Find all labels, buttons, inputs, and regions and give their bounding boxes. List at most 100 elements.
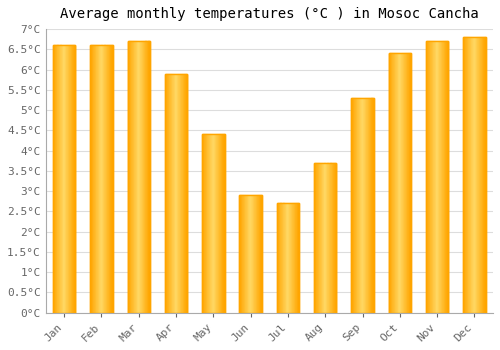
Bar <box>215 134 216 313</box>
Bar <box>436 41 437 313</box>
Bar <box>246 195 247 313</box>
Bar <box>292 203 293 313</box>
Bar <box>290 203 291 313</box>
Bar <box>102 45 103 313</box>
Bar <box>202 134 224 313</box>
Bar <box>366 98 367 313</box>
Bar <box>314 163 336 313</box>
Bar <box>106 45 107 313</box>
Bar <box>59 45 60 313</box>
Bar <box>435 41 436 313</box>
Bar <box>463 37 485 313</box>
Bar <box>130 41 132 313</box>
Bar <box>403 53 404 313</box>
Bar <box>409 53 410 313</box>
Bar <box>146 41 147 313</box>
Bar <box>98 45 100 313</box>
Bar <box>406 53 408 313</box>
Bar <box>53 45 54 313</box>
Bar <box>222 134 223 313</box>
Bar <box>372 98 373 313</box>
Bar <box>217 134 218 313</box>
Bar <box>129 41 130 313</box>
Bar <box>108 45 109 313</box>
Bar <box>463 37 464 313</box>
Bar <box>68 45 70 313</box>
Bar <box>359 98 360 313</box>
Bar <box>64 45 65 313</box>
Bar <box>65 45 66 313</box>
Bar <box>138 41 139 313</box>
Bar <box>185 74 186 313</box>
Bar <box>430 41 431 313</box>
Bar <box>329 163 330 313</box>
Bar <box>467 37 468 313</box>
Bar <box>278 203 279 313</box>
Bar <box>288 203 290 313</box>
Bar <box>484 37 485 313</box>
Bar <box>258 195 259 313</box>
Bar <box>480 37 481 313</box>
Bar <box>331 163 332 313</box>
Bar <box>111 45 112 313</box>
Bar <box>279 203 280 313</box>
Bar <box>247 195 248 313</box>
Bar <box>323 163 324 313</box>
Bar <box>144 41 145 313</box>
Bar <box>473 37 474 313</box>
Bar <box>105 45 106 313</box>
Bar <box>286 203 287 313</box>
Bar <box>244 195 246 313</box>
Bar <box>248 195 249 313</box>
Bar <box>179 74 180 313</box>
Bar <box>373 98 374 313</box>
Bar <box>165 74 188 313</box>
Bar <box>173 74 174 313</box>
Bar <box>432 41 434 313</box>
Bar <box>97 45 98 313</box>
Bar <box>60 45 62 313</box>
Bar <box>54 45 56 313</box>
Bar <box>209 134 210 313</box>
Bar <box>218 134 220 313</box>
Bar <box>221 134 222 313</box>
Bar <box>103 45 104 313</box>
Bar <box>252 195 253 313</box>
Bar <box>281 203 282 313</box>
Bar <box>256 195 258 313</box>
Bar <box>369 98 370 313</box>
Bar <box>388 53 411 313</box>
Bar <box>62 45 64 313</box>
Bar <box>322 163 323 313</box>
Bar <box>482 37 484 313</box>
Bar <box>367 98 368 313</box>
Bar <box>171 74 172 313</box>
Bar <box>53 45 76 313</box>
Bar <box>277 203 278 313</box>
Bar <box>282 203 283 313</box>
Bar <box>293 203 294 313</box>
Bar <box>110 45 111 313</box>
Bar <box>149 41 150 313</box>
Bar <box>294 203 296 313</box>
Bar <box>478 37 479 313</box>
Bar <box>368 98 370 313</box>
Bar <box>212 134 214 313</box>
Bar <box>206 134 208 313</box>
Bar <box>468 37 469 313</box>
Bar <box>426 41 448 313</box>
Bar <box>142 41 144 313</box>
Bar <box>291 203 292 313</box>
Bar <box>393 53 394 313</box>
Bar <box>426 41 428 313</box>
Bar <box>109 45 110 313</box>
Bar <box>174 74 176 313</box>
Bar <box>394 53 396 313</box>
Bar <box>182 74 183 313</box>
Bar <box>168 74 170 313</box>
Bar <box>399 53 400 313</box>
Bar <box>240 195 262 313</box>
Bar <box>90 45 112 313</box>
Bar <box>354 98 355 313</box>
Bar <box>442 41 443 313</box>
